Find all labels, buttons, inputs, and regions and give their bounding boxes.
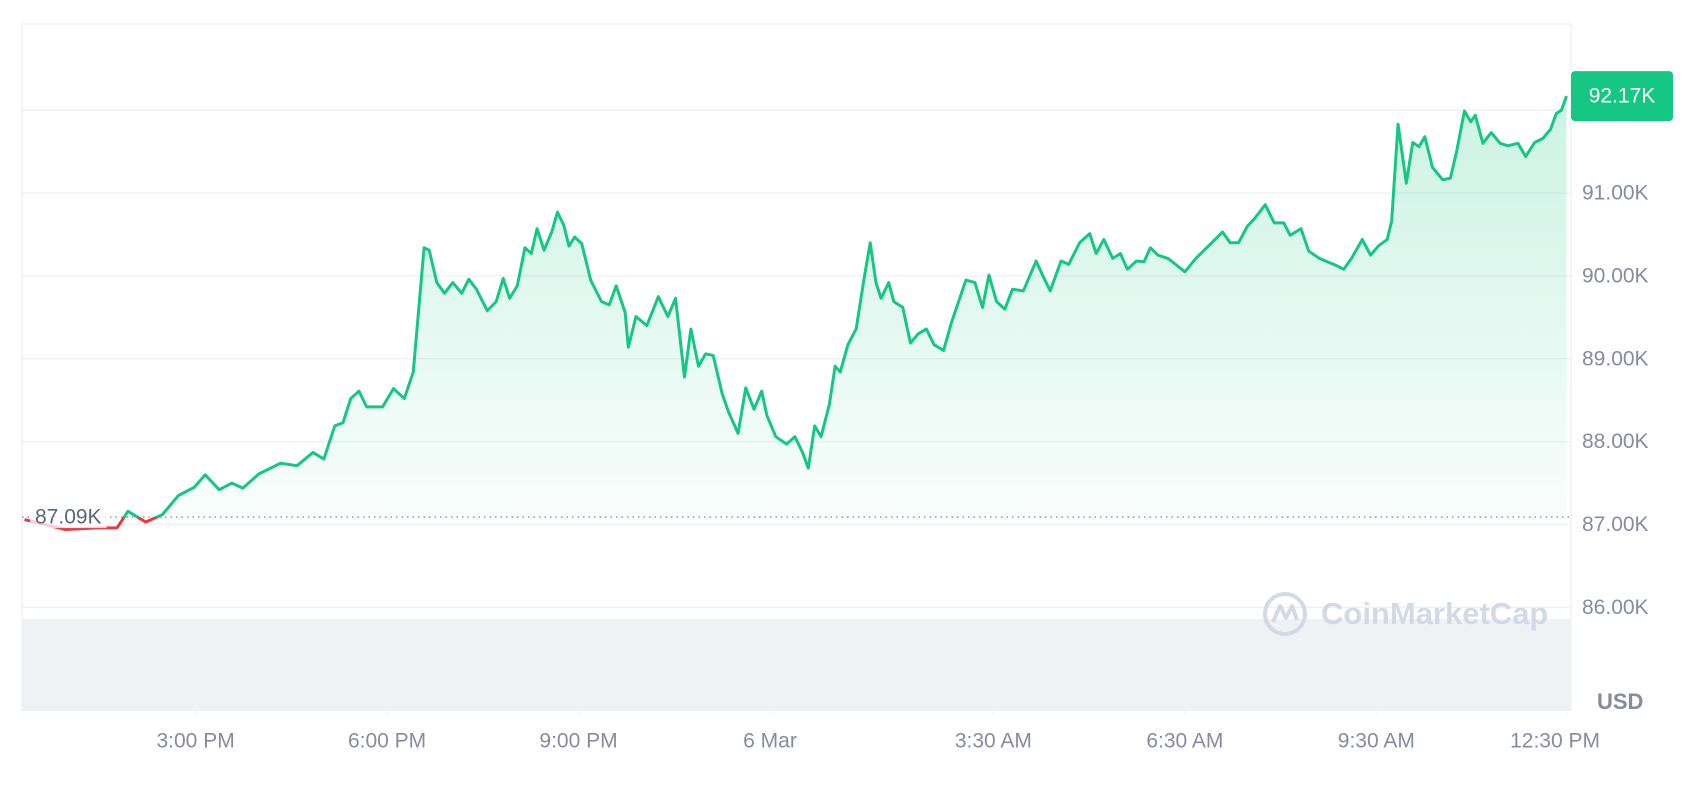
- reference-label: 87.09K: [35, 506, 102, 529]
- x-tick-label: 6:00 PM: [348, 730, 426, 753]
- x-tick-label: 9:30 AM: [1338, 730, 1415, 753]
- x-tick-label: 3:00 PM: [156, 730, 234, 753]
- x-tick-label: 12:30 PM: [1510, 730, 1600, 753]
- y-tick-label: 86.00K: [1582, 596, 1649, 619]
- current-price-tag: [1571, 71, 1673, 122]
- y-tick-label: 87.00K: [1582, 513, 1649, 536]
- watermark-logo: [1263, 592, 1307, 636]
- y-tick-label: 88.00K: [1582, 430, 1649, 453]
- y-tick-label: 89.00K: [1582, 347, 1649, 370]
- x-tick-label: 6:30 AM: [1146, 730, 1223, 753]
- plot-layer: [22, 95, 1571, 532]
- x-tick-label: 3:30 AM: [955, 730, 1032, 753]
- current-price-label: 92.17K: [1589, 85, 1656, 108]
- watermark-text: CoinMarketCap: [1321, 596, 1548, 631]
- price-area: [24, 96, 1567, 518]
- volume-band: [22, 619, 1571, 711]
- x-tick-label: 9:00 PM: [539, 730, 617, 753]
- x-tick-label: 6 Mar: [743, 730, 797, 753]
- y-tick-label: 90.00K: [1582, 264, 1649, 287]
- watermark: CoinMarketCap: [1263, 592, 1548, 636]
- y-tick-label: 91.00K: [1582, 182, 1649, 205]
- price-line-up: [122, 95, 1568, 518]
- label-layer: 86.00K 87.00K 88.00K 89.00K 90.00K 91.00K 3:00…: [30, 71, 1673, 753]
- watermark-logo-mark: [1271, 604, 1299, 623]
- y-axis-unit: USD: [1597, 689, 1643, 714]
- reference-label-bg: [30, 504, 107, 529]
